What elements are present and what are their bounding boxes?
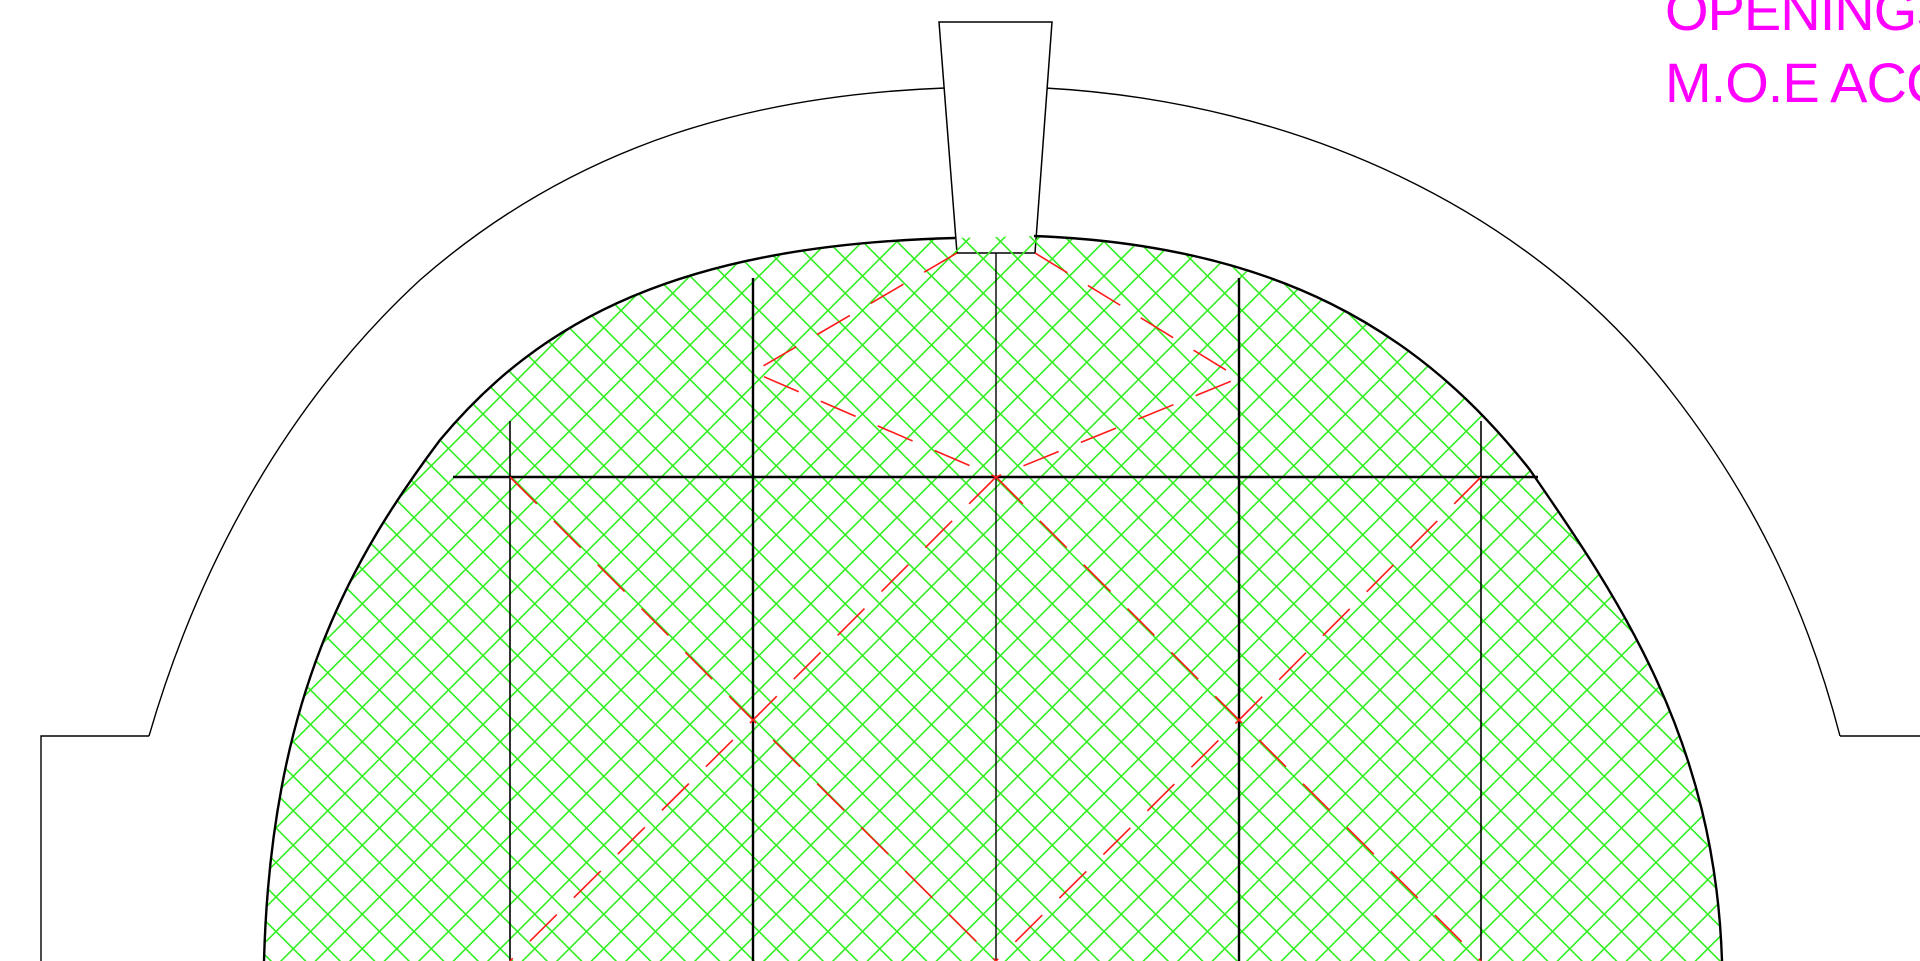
glass-hatch: [264, 236, 1722, 961]
annotation-openings: OPENINGS: [1665, 0, 1920, 42]
outer-arch-right: [1044, 87, 1841, 737]
opening-swing-lines: [509, 252, 1482, 961]
lower-swing-center-a: [751, 476, 997, 961]
window-frame: [40, 87, 1920, 961]
top-swing-right: [995, 252, 1241, 478]
top-swing-left: [751, 252, 997, 478]
lower-swing-right: [995, 476, 1482, 961]
left-sill: [40, 735, 149, 961]
annotation-moe-acc: M.O.E ACC: [1665, 51, 1920, 114]
inner-arch: [262, 234, 1724, 961]
keystone: [938, 21, 1053, 254]
outer-arch: [148, 87, 946, 737]
